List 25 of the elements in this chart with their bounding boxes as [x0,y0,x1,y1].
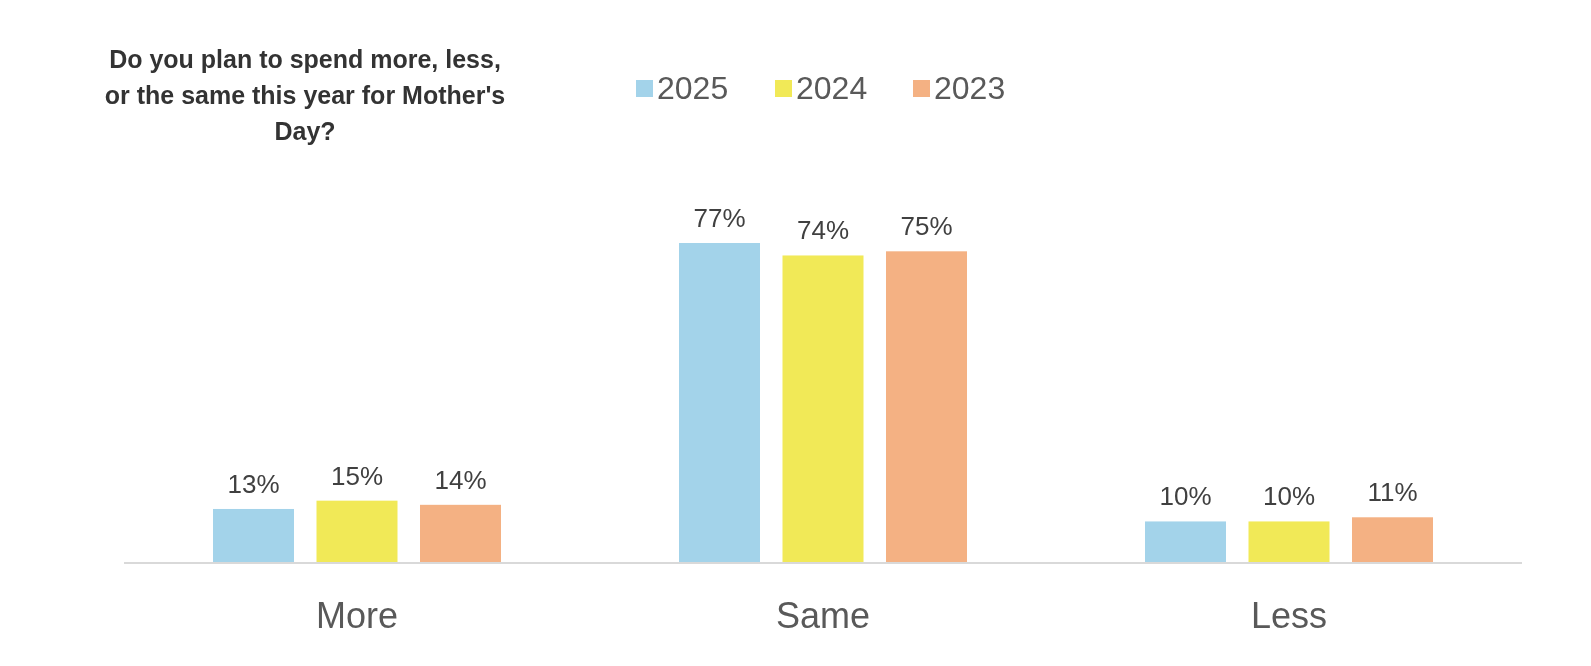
data-label: 15% [330,460,384,491]
data-label: 10% [1159,481,1212,512]
x-tick-label: Less [1250,595,1328,636]
data-label: 13% [227,468,280,499]
legend-label: 2025 [657,70,729,106]
data-label: 11% [1367,477,1418,508]
data-label: 10% [1262,481,1316,512]
bar [886,251,967,563]
legend-label: 2023 [934,70,1006,106]
bar [1248,521,1330,563]
x-tick-label: Same [775,595,871,636]
bar [420,504,501,563]
chart-title: Do you plan to spend more, less, or the same this year for Mother's Day? [104,45,506,145]
data-label: 74% [796,215,850,246]
bar [782,255,864,563]
legend-label: 2024 [796,70,868,106]
bar [316,500,398,563]
data-label: 77% [693,203,746,233]
x-tick-label: More [315,595,399,636]
bar [1352,517,1433,563]
bar [1145,521,1226,563]
bar [213,508,294,563]
bar [679,243,760,563]
data-label: 14% [434,464,487,495]
data-label: 75% [900,211,953,242]
